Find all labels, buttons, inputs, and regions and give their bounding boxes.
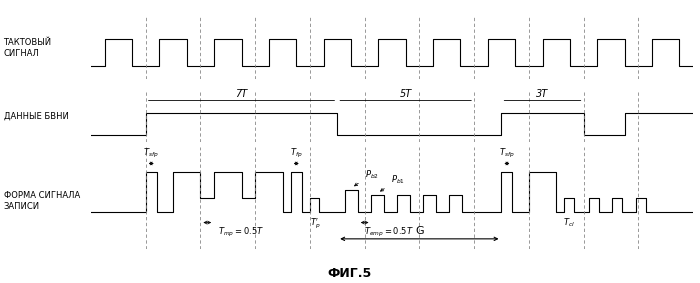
Text: $T_{cl}$: $T_{cl}$ [564,216,575,229]
Text: ТАКТОВЫЙ
СИГНАЛ: ТАКТОВЫЙ СИГНАЛ [4,38,52,58]
Text: $T_{sfp}$: $T_{sfp}$ [144,147,159,160]
Text: $T_{emp}=0.5T$: $T_{emp}=0.5T$ [365,225,414,239]
Text: 7T: 7T [235,89,248,99]
Text: $T_{p}'$: $T_{p}'$ [309,216,320,231]
Text: ФИГ.5: ФИГ.5 [328,267,372,280]
Text: $P_{b1}$: $P_{b1}$ [391,173,405,186]
Text: ФОРМА СИГНАЛА
ЗАПИСИ: ФОРМА СИГНАЛА ЗАПИСИ [4,191,80,211]
Text: ДАННЫЕ БВНИ: ДАННЫЕ БВНИ [4,112,69,121]
Text: $T_{mp}=0.5T$: $T_{mp}=0.5T$ [218,225,265,239]
Text: 3T: 3T [536,89,549,99]
Text: $T_{sfp}$: $T_{sfp}$ [499,147,514,160]
Text: G: G [415,226,424,236]
Text: $P_{b2}$: $P_{b2}$ [365,168,379,181]
Text: $T_{fp}$: $T_{fp}$ [290,147,302,160]
Text: 5T: 5T [400,89,412,99]
